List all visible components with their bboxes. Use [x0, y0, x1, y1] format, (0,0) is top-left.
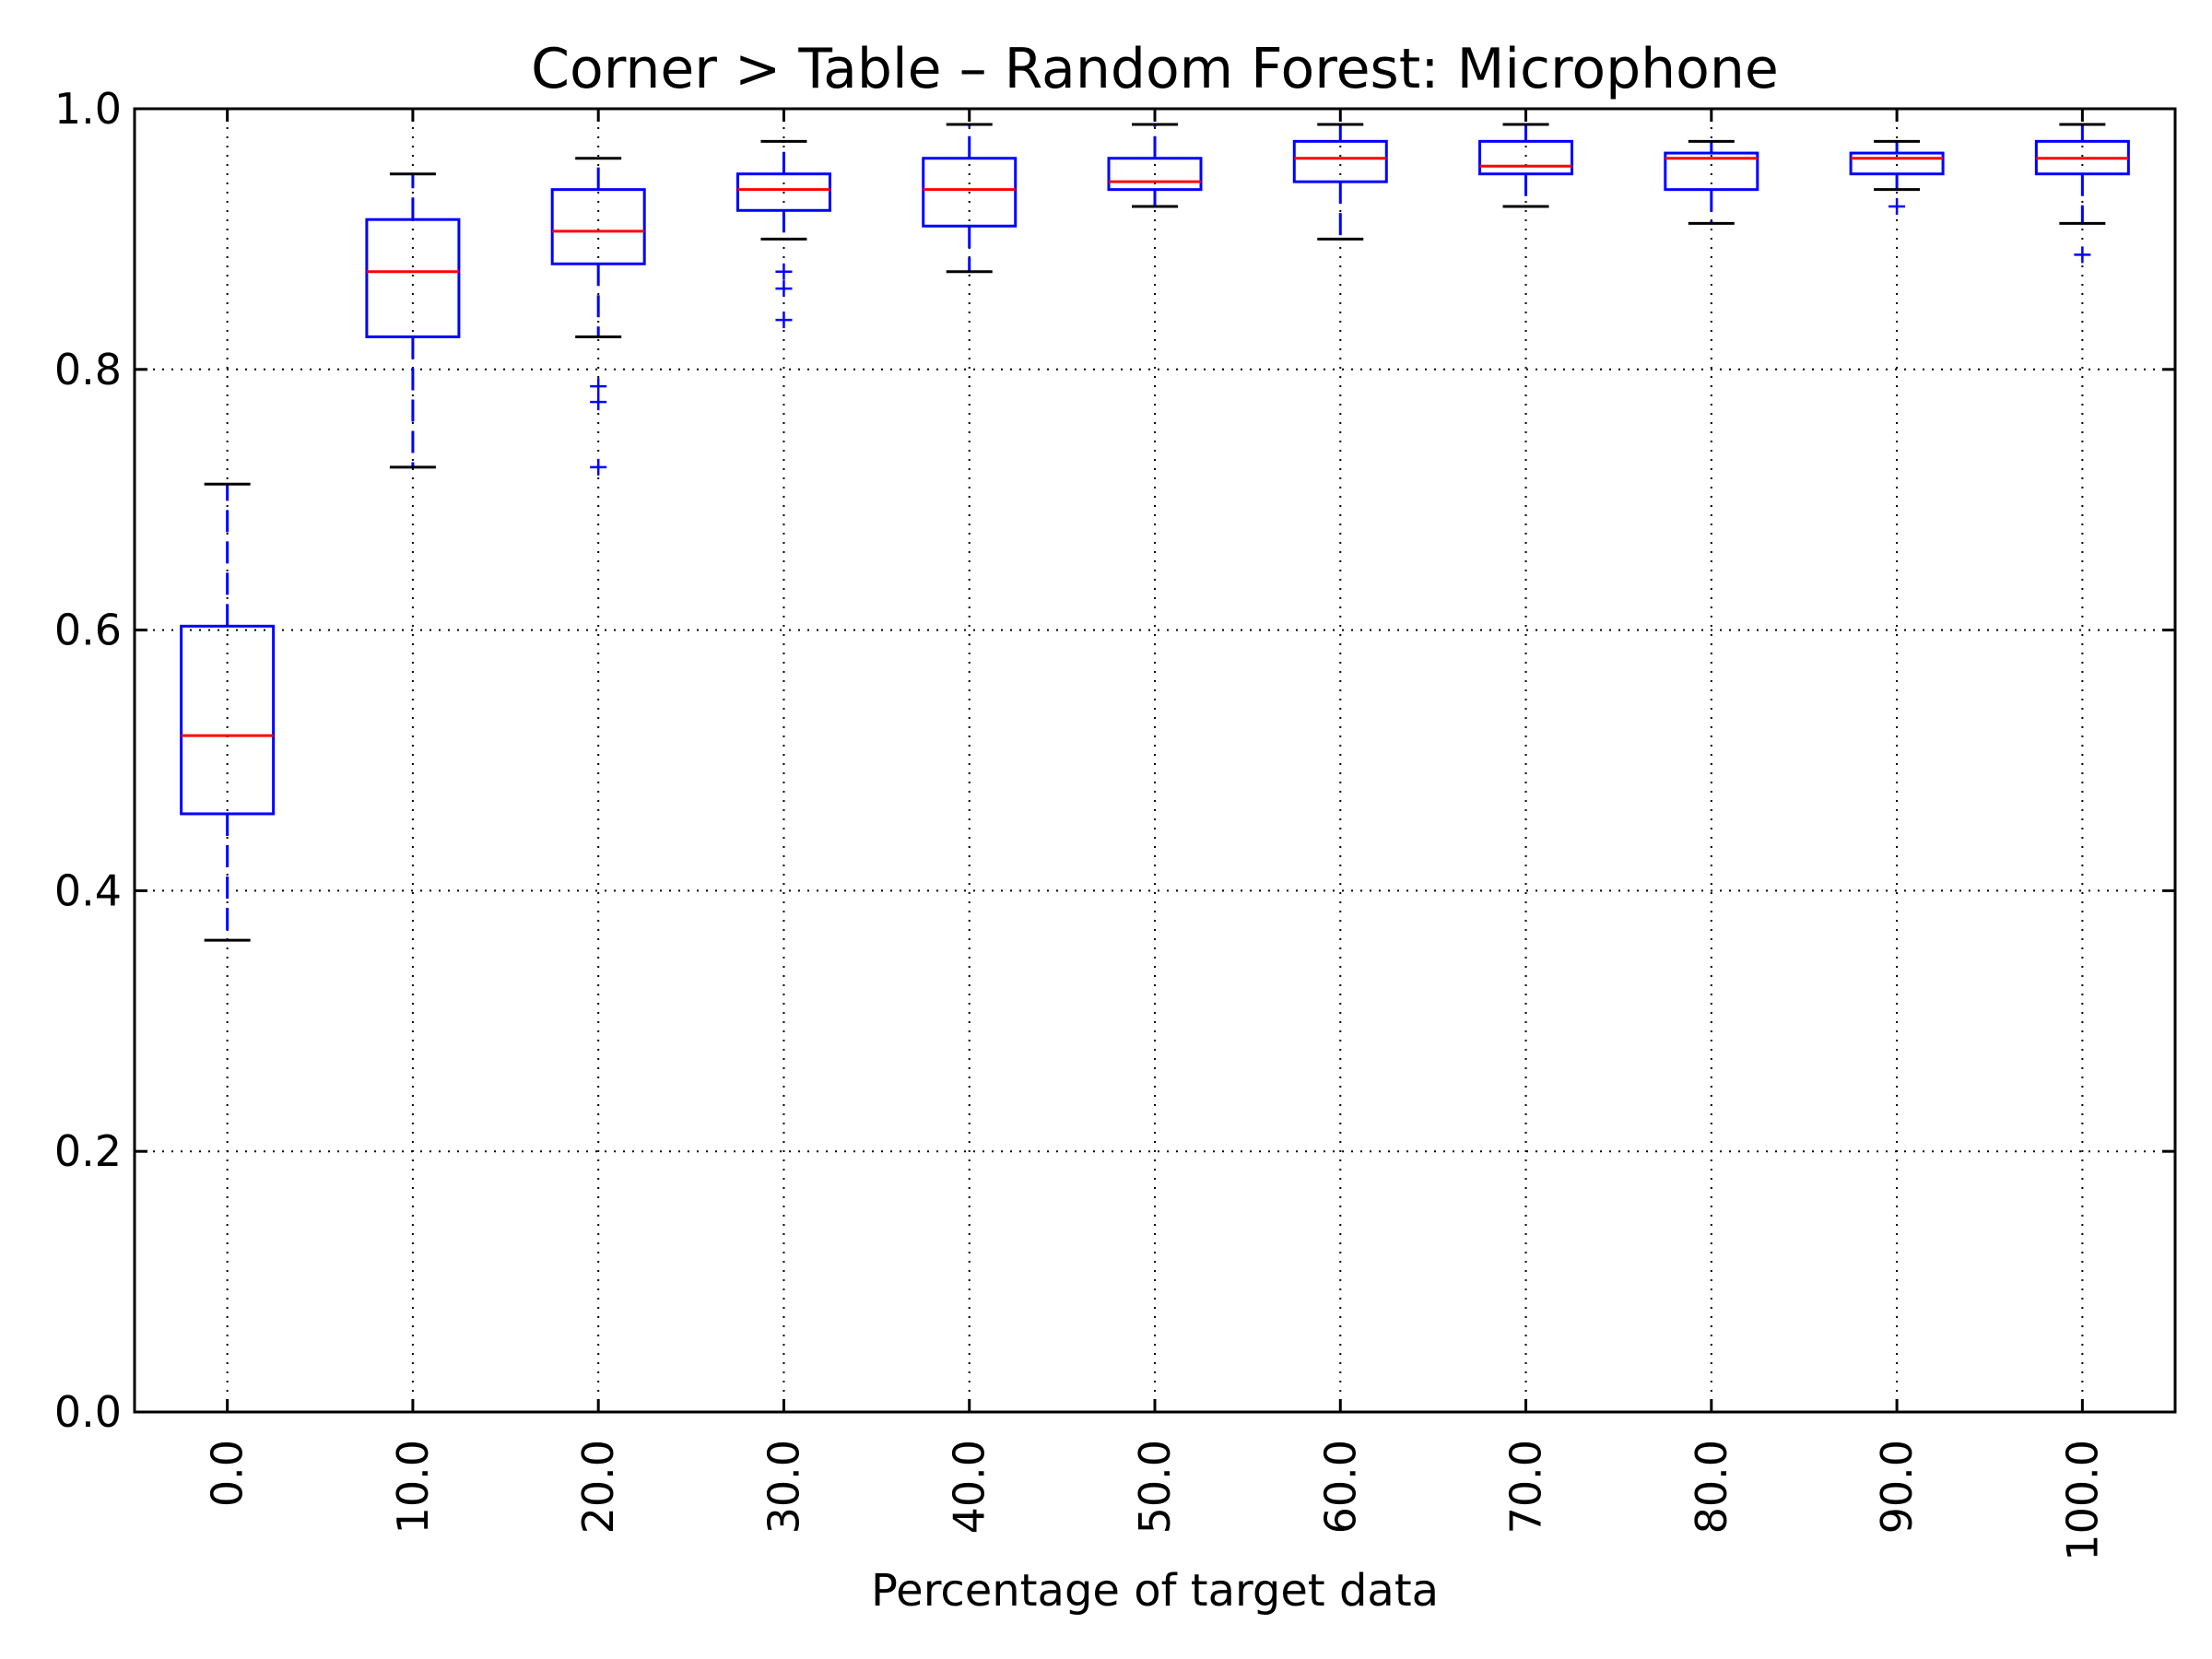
y-tick-label: 1.0 [54, 84, 122, 134]
chart-title: Corner > Table – Random Forest: Micropho… [531, 37, 1779, 101]
box-80.0 [1665, 141, 1758, 223]
x-tick-label: 60.0 [1315, 1440, 1365, 1534]
x-tick-label: 90.0 [1872, 1440, 1922, 1534]
box-100.0 [2036, 124, 2128, 263]
outlier-marker [775, 280, 792, 297]
x-tick-label: 70.0 [1501, 1440, 1551, 1534]
box-0.0 [182, 484, 274, 940]
y-tick-label: 0.6 [54, 606, 122, 655]
outlier-marker [590, 394, 606, 410]
y-tick-label: 0.0 [54, 1387, 122, 1437]
x-tick-label: 30.0 [759, 1440, 808, 1534]
box-30.0 [737, 141, 830, 328]
x-tick-label: 80.0 [1687, 1440, 1736, 1534]
iqr-box [552, 190, 644, 265]
box-60.0 [1294, 124, 1386, 239]
outlier-marker [590, 378, 606, 394]
y-tick-label: 0.8 [54, 345, 122, 394]
x-tick-label: 40.0 [945, 1440, 994, 1534]
x-axis-label: Percentage of target data [871, 1565, 1439, 1617]
x-tick-label: 50.0 [1130, 1440, 1180, 1534]
outlier-marker [590, 459, 606, 476]
y-tick-label: 0.4 [54, 865, 122, 915]
box-40.0 [924, 124, 1016, 272]
x-tick-label: 10.0 [388, 1440, 438, 1534]
axes: 0.0 0.2 0.4 0.6 0.8 1.0 0.0 10.0 20.0 30.0 40.0 50.… [54, 84, 2175, 1561]
box-90.0 [1851, 141, 1943, 215]
outlier-marker [1888, 198, 1905, 215]
x-tick-label: 0.0 [203, 1440, 253, 1507]
outlier-marker [775, 264, 792, 280]
x-tick-label: 20.0 [573, 1440, 623, 1534]
iqr-box [367, 219, 459, 336]
box-70.0 [1480, 124, 1572, 206]
box-plot-series [182, 124, 2129, 940]
outlier-marker [775, 312, 792, 328]
box-20.0 [552, 159, 644, 476]
outlier-marker [2074, 246, 2090, 263]
y-tick-label: 0.2 [54, 1126, 122, 1176]
grid-lines [135, 109, 2175, 1412]
x-tick-label: 100.0 [2057, 1440, 2107, 1561]
